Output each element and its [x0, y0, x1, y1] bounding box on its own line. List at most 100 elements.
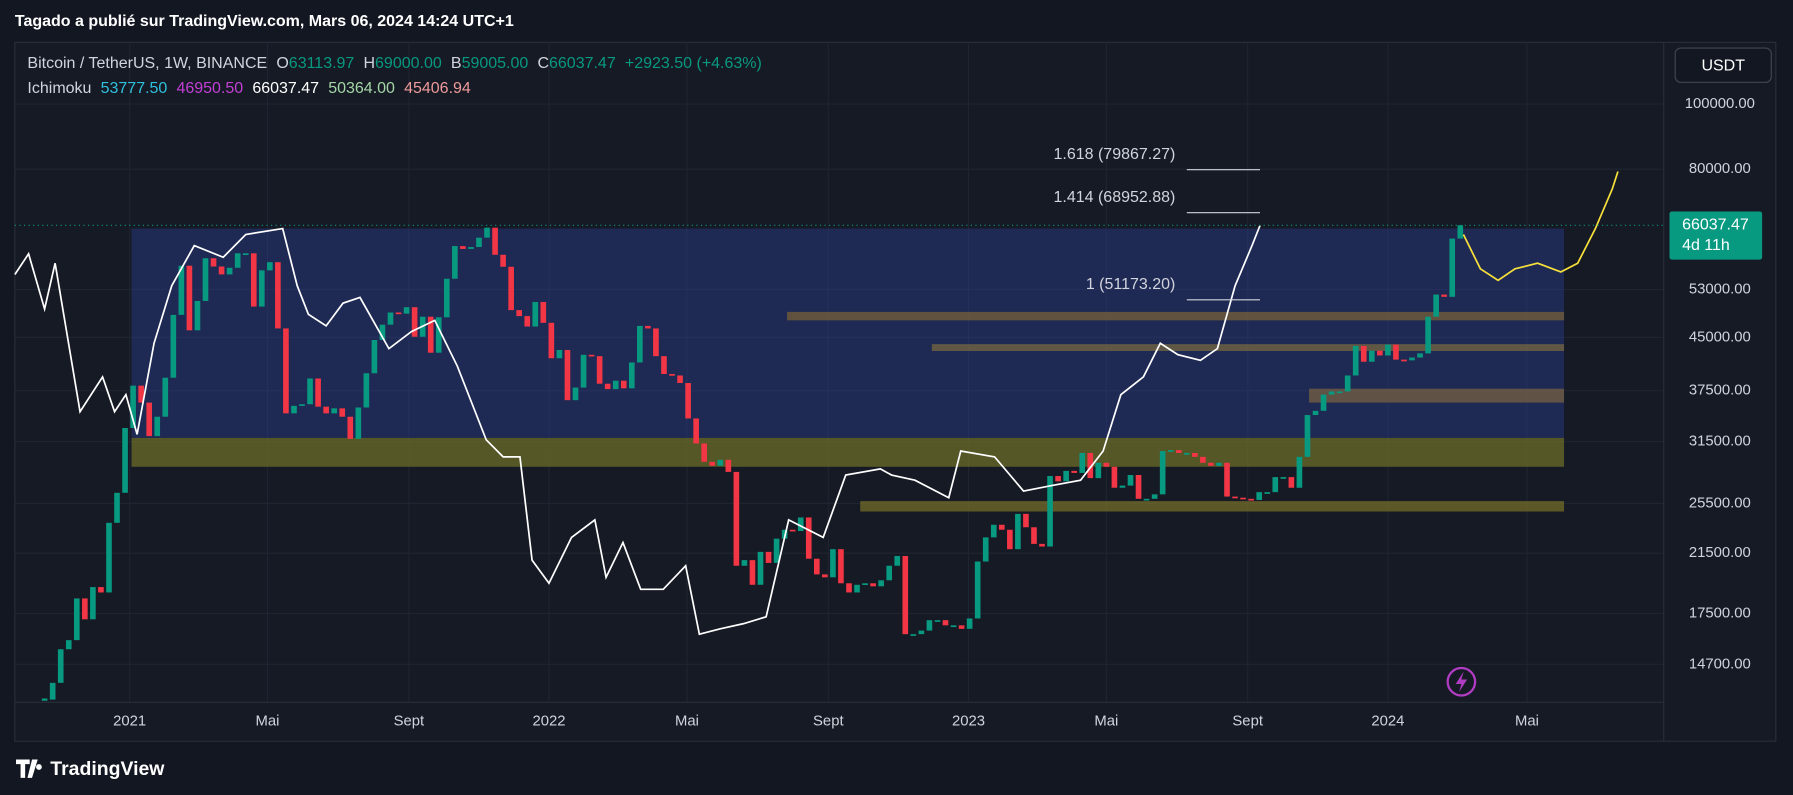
candle-body — [339, 408, 346, 417]
candle-body — [564, 349, 571, 401]
candle-body — [1232, 496, 1238, 499]
candle-body — [685, 382, 691, 419]
candle-body — [1320, 394, 1327, 411]
candle-body — [258, 270, 265, 307]
lightning-icon[interactable] — [1446, 666, 1477, 697]
candle-body — [57, 649, 64, 683]
zone — [787, 311, 1565, 321]
candle-body — [1143, 498, 1150, 501]
candle-body — [435, 317, 442, 353]
candle-body — [315, 378, 321, 407]
candle-body — [773, 538, 780, 563]
candle-body — [1007, 529, 1013, 550]
candle-body — [452, 246, 458, 279]
candle-body — [942, 620, 949, 626]
candle-body — [379, 324, 386, 340]
candle-body — [186, 265, 193, 331]
zone — [1309, 388, 1565, 403]
candle-body — [492, 227, 498, 255]
candle-body — [733, 471, 740, 566]
change: +2923.50 (+4.63%) — [625, 55, 762, 72]
candle-body — [1055, 476, 1061, 482]
candle-body — [1216, 462, 1222, 466]
y-tick-label: 31500.00 — [1689, 434, 1751, 450]
ohlc-key: C — [537, 55, 549, 72]
currency-label[interactable]: USDT — [1701, 58, 1745, 75]
candle-body — [637, 325, 643, 363]
zone — [131, 228, 1565, 438]
candle-body — [299, 404, 305, 406]
candle-body — [468, 247, 474, 249]
candle-body — [894, 555, 901, 566]
fib-label: 1 (51173.20) — [1086, 276, 1176, 293]
candle-body — [886, 565, 893, 581]
published-line: Tagado a publié sur TradingView.com, Mar… — [15, 13, 514, 30]
candle-body — [693, 418, 699, 444]
candle-body — [178, 265, 185, 315]
y-tick-label: 100000.00 — [1685, 96, 1755, 112]
candle-body — [701, 443, 708, 462]
candle-body — [950, 625, 957, 628]
candle-body — [556, 349, 563, 359]
candle-body — [138, 385, 144, 403]
candle-body — [1393, 344, 1399, 360]
candle-body — [210, 258, 217, 267]
candle-body — [516, 310, 523, 317]
candle-body — [926, 620, 933, 631]
candle-body — [49, 682, 56, 700]
candle-body — [291, 405, 297, 414]
candle-body — [347, 416, 354, 439]
candle-body — [1095, 462, 1102, 479]
currency-button[interactable] — [1674, 47, 1772, 83]
candle-body — [580, 354, 587, 388]
candle-body — [427, 316, 434, 353]
candle-body — [443, 278, 450, 318]
candle-body — [1192, 452, 1198, 457]
candle-body — [805, 517, 812, 559]
candle-body — [226, 267, 233, 275]
candle-body — [1127, 475, 1134, 486]
candle-body — [194, 300, 201, 331]
candle-body — [862, 583, 868, 585]
y-tick-label: 17500.00 — [1689, 605, 1751, 621]
candle-body — [669, 374, 675, 376]
candle-body — [1312, 410, 1319, 416]
candle-body — [1135, 475, 1142, 499]
candle-body — [218, 266, 225, 275]
candle-body — [500, 254, 506, 267]
candle-body — [411, 307, 418, 337]
ohlc-key: H — [363, 55, 375, 72]
indicator-name: Ichimoku — [27, 80, 91, 97]
candle-body — [1425, 316, 1431, 354]
candle-body — [395, 312, 402, 315]
ohlc-key: O — [276, 55, 288, 72]
candle-body — [596, 356, 603, 384]
candle-body — [1087, 452, 1094, 479]
candle-body — [476, 237, 482, 248]
price-tag-value: 66037.47 — [1682, 217, 1749, 234]
x-tick-label: 2022 — [533, 714, 566, 730]
candle-body — [154, 416, 161, 437]
ohlc-value: 66037.47 — [549, 55, 616, 72]
candle-body — [1304, 415, 1311, 457]
plot: 1.618 (79867.27) 1.414 (68952.88) 1 (51173… — [14, 42, 1664, 703]
candle-body — [283, 328, 289, 414]
candle-body — [524, 316, 531, 327]
candle-body — [1401, 359, 1407, 362]
lightning-bolt — [1455, 671, 1468, 693]
candle-body — [974, 561, 981, 619]
candle-body — [1377, 350, 1383, 356]
candle-body — [1240, 497, 1246, 500]
candle-body — [709, 461, 716, 466]
fib-label: 1.618 (79867.27) — [1054, 146, 1176, 163]
candle-body — [789, 529, 796, 532]
candle-body — [677, 375, 683, 383]
candle-body — [628, 362, 635, 389]
candle-body — [846, 583, 852, 593]
candle-body — [371, 339, 378, 374]
candle-body — [741, 560, 748, 566]
candle-body — [130, 385, 136, 429]
zone — [931, 344, 1565, 352]
candle-body — [661, 356, 667, 375]
